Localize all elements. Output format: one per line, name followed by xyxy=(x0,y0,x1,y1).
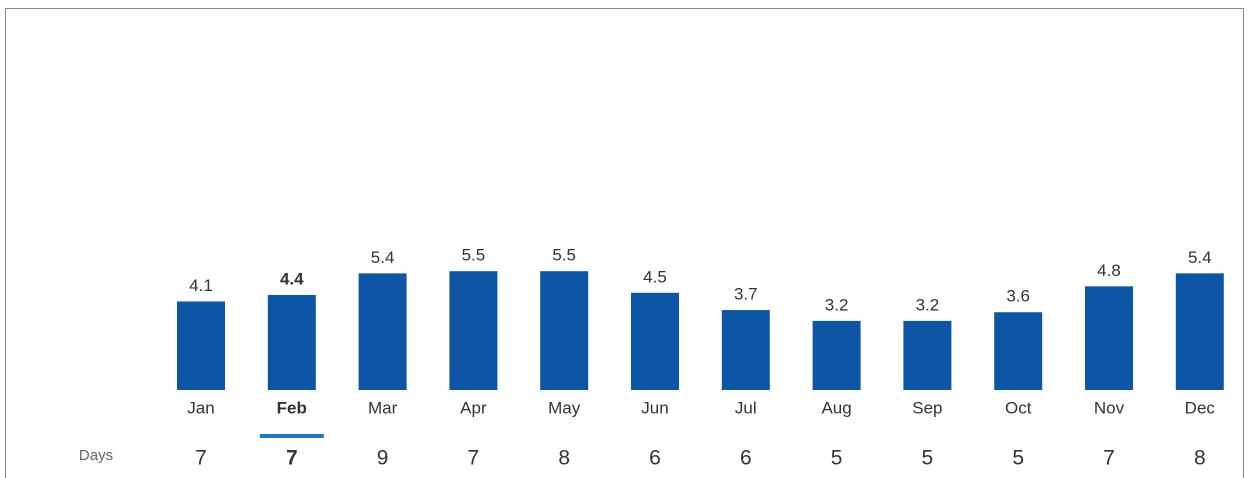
days-value: 7 xyxy=(195,447,207,470)
days-value: 8 xyxy=(1194,447,1206,470)
bar xyxy=(994,312,1043,390)
days-value: 9 xyxy=(377,447,389,470)
days-value: 5 xyxy=(922,447,934,470)
month-label[interactable]: Feb xyxy=(277,398,307,417)
month-label[interactable]: Oct xyxy=(1005,398,1032,417)
month-label[interactable]: Dec xyxy=(1185,398,1216,417)
days-value: 8 xyxy=(558,447,570,470)
bar xyxy=(177,301,225,390)
value-label: 3.6 xyxy=(1006,287,1030,306)
month-label[interactable]: Jul xyxy=(735,398,757,417)
value-label: 5.4 xyxy=(371,248,395,267)
days-label: Days xyxy=(79,447,113,464)
value-label: 3.2 xyxy=(916,295,940,314)
days-value: 7 xyxy=(286,447,298,470)
value-label: 5.5 xyxy=(462,246,486,265)
value-label: 4.8 xyxy=(1097,261,1121,280)
bar xyxy=(267,294,316,390)
frame xyxy=(5,8,1244,478)
days-value: 6 xyxy=(649,447,661,470)
bar xyxy=(721,310,770,390)
value-label: 4.4 xyxy=(280,269,304,288)
value-label: 3.2 xyxy=(825,295,849,314)
value-label: 4.5 xyxy=(643,267,667,286)
bar xyxy=(631,292,679,390)
days-value: 7 xyxy=(468,447,480,470)
month-label[interactable]: Aug xyxy=(821,398,851,417)
value-label: 5.4 xyxy=(1188,248,1212,267)
bar xyxy=(812,320,861,390)
days-value: 5 xyxy=(1012,447,1024,470)
value-label: 3.7 xyxy=(734,285,758,304)
selected-underline xyxy=(259,434,324,438)
month-label[interactable]: Sep xyxy=(912,398,942,417)
value-label: 5.5 xyxy=(552,246,576,265)
bar xyxy=(903,320,952,390)
month-label[interactable]: Mar xyxy=(368,398,398,417)
days-value: 6 xyxy=(740,447,752,470)
bar xyxy=(358,273,407,390)
month-label[interactable]: May xyxy=(548,398,581,417)
bar xyxy=(449,271,498,390)
days-value: 5 xyxy=(831,447,843,470)
bar xyxy=(540,271,589,390)
value-label: 4.1 xyxy=(189,276,213,295)
month-label[interactable]: Apr xyxy=(460,398,487,417)
bar xyxy=(1085,286,1133,390)
days-value: 7 xyxy=(1103,447,1115,470)
month-label[interactable]: Nov xyxy=(1094,398,1125,417)
bar xyxy=(1175,273,1224,390)
month-label[interactable]: Jan xyxy=(187,398,214,417)
month-label[interactable]: Jun xyxy=(641,398,668,417)
